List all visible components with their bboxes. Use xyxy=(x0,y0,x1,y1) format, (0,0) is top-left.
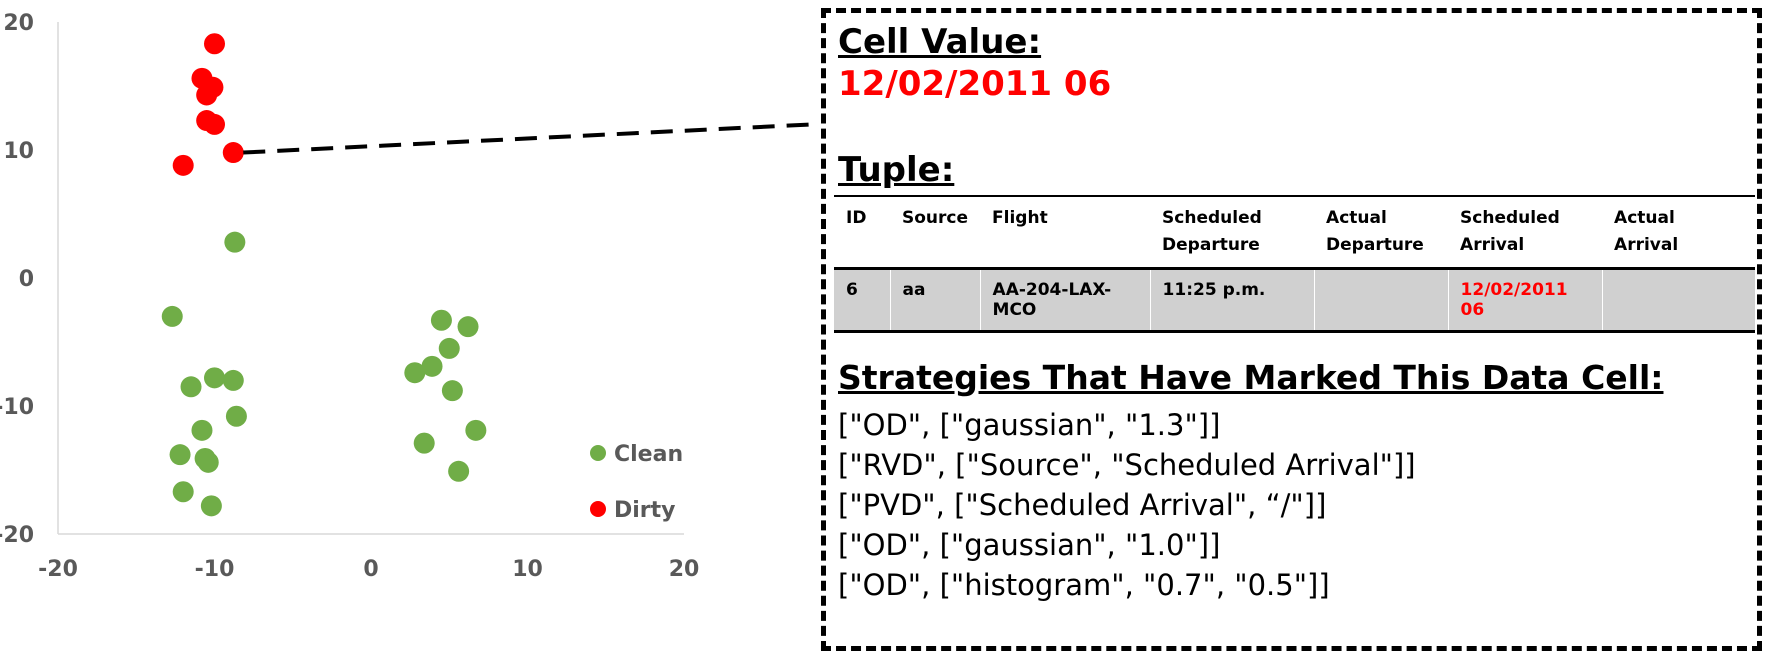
y-tick-label: -20 xyxy=(0,523,34,548)
strategy-item: ["PVD", ["Scheduled Arrival", “/"]] xyxy=(838,488,1327,522)
column-header-source: Source xyxy=(902,208,969,228)
cell-value-heading: Cell Value: xyxy=(838,22,1042,62)
clean-point xyxy=(413,432,435,454)
cell-actual-arrival xyxy=(1601,268,1755,332)
x-tick-label: -10 xyxy=(195,557,235,582)
column-header-id: ID xyxy=(846,208,867,228)
clean-point xyxy=(191,419,213,441)
dirty-legend-label: Dirty xyxy=(614,498,676,523)
strategy-item: ["OD", ["gaussian", "1.3"]] xyxy=(838,408,1221,442)
x-tick-label: 20 xyxy=(669,557,700,582)
y-tick-labels: 20 10 0 -10 -20 xyxy=(0,11,34,548)
x-tick-label: 10 xyxy=(512,557,543,582)
dirty-point xyxy=(204,33,225,55)
clean-point xyxy=(404,362,426,384)
legend: Clean Dirty xyxy=(590,442,683,523)
strategy-item: ["OD", ["gaussian", "1.0"]] xyxy=(838,528,1221,562)
strategy-list: ["OD", ["gaussian", "1.3"]] ["RVD", ["So… xyxy=(838,405,1416,605)
column-header-scheduled-departure: Scheduled Departure xyxy=(1162,208,1262,255)
tuple-header-row: ID Source Flight Scheduled Departure Actu… xyxy=(834,196,1755,269)
y-tick-label: -10 xyxy=(0,395,34,420)
clean-point xyxy=(457,316,479,338)
tuple-table: ID Source Flight Scheduled Departure Actu… xyxy=(834,195,1755,333)
clean-point xyxy=(200,495,222,517)
strategies-heading: Strategies That Have Marked This Data Ce… xyxy=(838,358,1664,397)
clean-point xyxy=(224,231,246,253)
clean-point xyxy=(222,369,244,391)
clean-point xyxy=(197,451,219,473)
tuple-heading: Tuple: xyxy=(838,150,955,190)
dirty-point xyxy=(222,142,244,164)
clean-point xyxy=(172,481,194,503)
clean-point xyxy=(180,376,202,398)
clean-point xyxy=(448,460,470,482)
cell-source: aa xyxy=(889,268,981,332)
column-header-actual-arrival: Actual Arrival xyxy=(1614,208,1679,255)
clean-point xyxy=(204,367,225,389)
clean-legend-label: Clean xyxy=(614,442,683,467)
table-row: 6 aa AA-204-LAX-MCO 11:25 p.m. 12/02/201… xyxy=(834,268,1755,332)
column-header-scheduled-arrival: Scheduled Arrival xyxy=(1460,208,1560,255)
data-points xyxy=(161,33,487,517)
cell-id: 6 xyxy=(846,280,858,300)
clean-legend-marker xyxy=(590,445,606,461)
dirty-point xyxy=(196,84,218,106)
x-tick-label: 0 xyxy=(363,557,378,582)
clean-point xyxy=(225,405,247,427)
strategy-item: ["RVD", ["Source", "Scheduled Arrival"]] xyxy=(838,448,1416,482)
dirty-legend-marker xyxy=(590,501,606,517)
cell-value-text: 12/02/2011 06 xyxy=(838,64,1112,104)
clean-point xyxy=(421,355,443,377)
cell-scheduled-arrival: 12/02/2011 06 xyxy=(1447,268,1603,332)
clean-point xyxy=(438,337,460,359)
cell-scheduled-departure: 11:25 p.m. xyxy=(1149,268,1315,332)
clean-point xyxy=(430,309,452,331)
dirty-point xyxy=(172,154,194,176)
cell-flight: AA-204-LAX-MCO xyxy=(979,268,1151,332)
dirty-point xyxy=(204,113,225,135)
cell-actual-departure xyxy=(1313,268,1449,332)
strategy-item: ["OD", ["histogram", "0.7", "0.5"]] xyxy=(838,568,1330,602)
x-tick-label: -20 xyxy=(38,557,78,582)
column-header-actual-departure: Actual Departure xyxy=(1326,208,1424,255)
x-tick-labels: -20 -10 0 10 20 xyxy=(38,557,699,582)
column-header-flight: Flight xyxy=(992,208,1048,228)
clean-point xyxy=(441,380,463,402)
y-tick-label: 10 xyxy=(3,139,34,164)
y-tick-label: 0 xyxy=(19,267,34,292)
clean-point xyxy=(465,419,487,441)
y-tick-label: 20 xyxy=(3,11,34,36)
scatter-chart: 20 10 0 -10 -20 -20 -10 0 10 20 Clean Dirty xyxy=(0,11,699,582)
clean-point xyxy=(169,444,191,466)
cell-detail-panel: Cell Value: 12/02/2011 06 Tuple: ID Sour… xyxy=(821,8,1762,651)
clean-point xyxy=(161,305,183,327)
